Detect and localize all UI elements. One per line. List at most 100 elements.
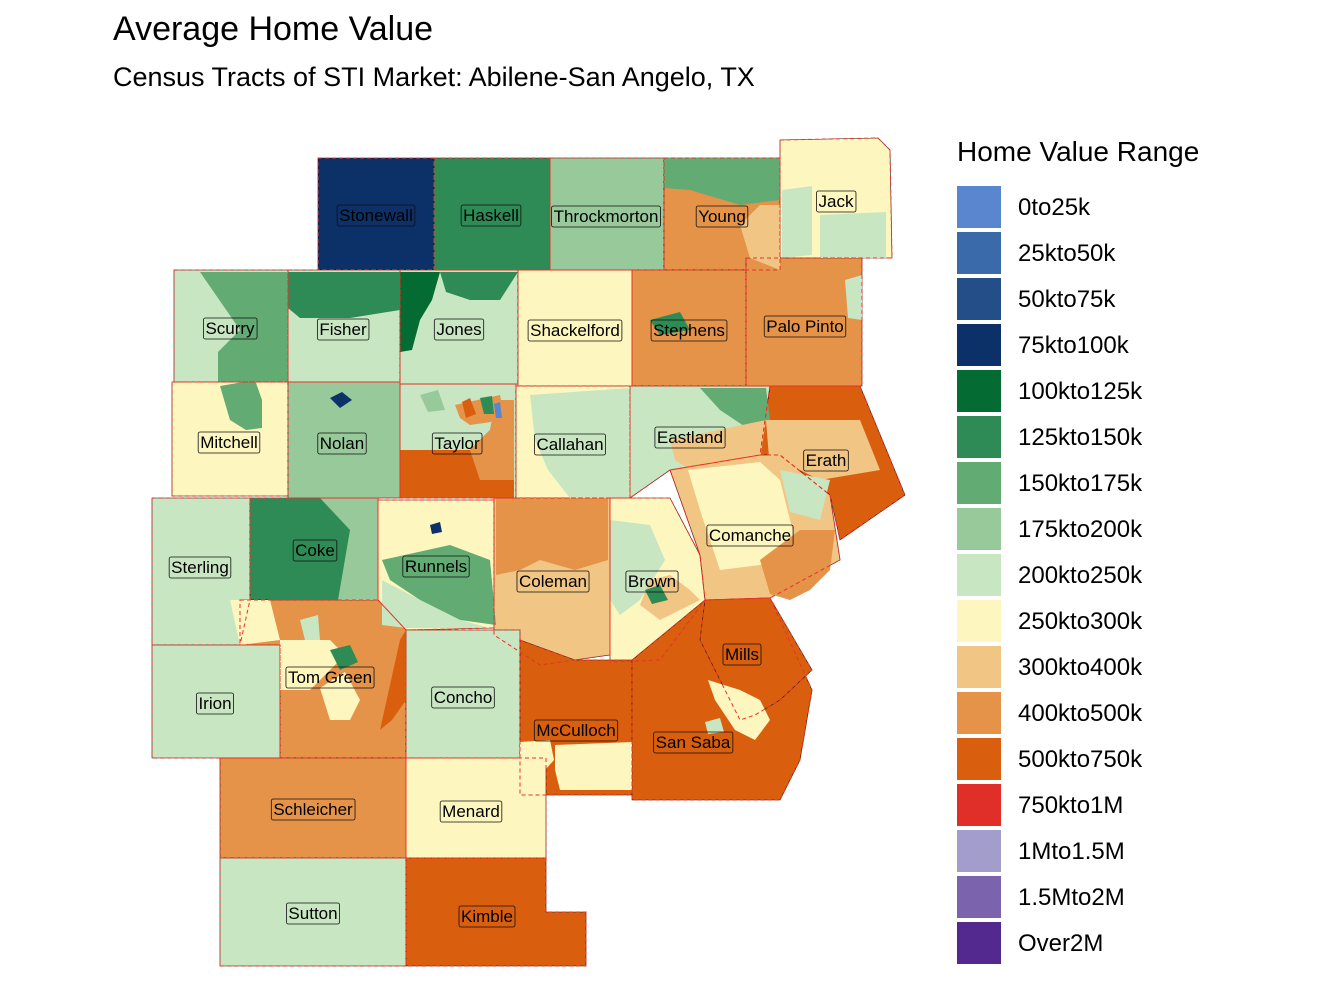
county-label: Taylor bbox=[431, 432, 483, 455]
legend-item: 1.5Mto2M bbox=[957, 876, 1217, 920]
county-label-text: Runnels bbox=[405, 557, 467, 576]
county-label: Eastland bbox=[654, 426, 726, 449]
legend-swatch bbox=[957, 508, 1001, 550]
county-label-box bbox=[336, 204, 416, 227]
tract-patch bbox=[330, 645, 358, 670]
county-label: Jones bbox=[433, 318, 485, 341]
legend-label: 250kto300k bbox=[1018, 608, 1143, 635]
county-label: Sutton bbox=[286, 902, 340, 925]
county-label: Irion bbox=[196, 692, 234, 715]
county-label-text: Irion bbox=[198, 694, 231, 713]
county-label-box bbox=[196, 692, 234, 715]
legend-item: 200kto250k bbox=[957, 554, 1217, 598]
tract-patch bbox=[382, 580, 490, 628]
legend-title: Home Value Range bbox=[957, 136, 1200, 167]
county-border bbox=[249, 497, 379, 601]
county-label-box bbox=[270, 798, 356, 821]
legend-item: 500kto750k bbox=[957, 738, 1217, 782]
tract-patch bbox=[380, 630, 406, 730]
tract-patch bbox=[640, 575, 700, 620]
county-label-box bbox=[706, 524, 794, 547]
legend-label: 25kto50k bbox=[1018, 240, 1116, 267]
county-label-text: Schleicher bbox=[273, 800, 353, 819]
county-label-box bbox=[653, 731, 734, 754]
tract-patch bbox=[705, 718, 724, 734]
legend-swatch bbox=[957, 646, 1001, 688]
county-label-box bbox=[286, 902, 340, 925]
county-label: Kimble bbox=[458, 905, 516, 928]
legend-label: 200kto250k bbox=[1018, 562, 1143, 589]
legend-swatch bbox=[957, 600, 1001, 642]
legend-item: 300kto400k bbox=[957, 646, 1217, 690]
county-label-text: Taylor bbox=[434, 434, 480, 453]
legend-label: Over2M bbox=[1018, 930, 1104, 957]
county-label-text: Erath bbox=[806, 451, 847, 470]
county-label-box bbox=[197, 431, 261, 454]
legend-item: 750kto1M bbox=[957, 784, 1217, 828]
legend-label: 1Mto1.5M bbox=[1018, 838, 1125, 865]
county-label-text: Mills bbox=[725, 645, 759, 664]
legend-swatch bbox=[957, 784, 1001, 826]
county-label-text: San Saba bbox=[656, 733, 731, 752]
county-label: Throckmorton bbox=[551, 205, 661, 228]
legend-swatch bbox=[957, 738, 1001, 780]
tract-patch bbox=[220, 380, 262, 430]
county-label-box bbox=[763, 315, 847, 338]
county-label: Haskell bbox=[460, 204, 522, 227]
county-label-text: Jack bbox=[819, 192, 854, 211]
county-border bbox=[779, 137, 893, 259]
legend-label: 300kto400k bbox=[1018, 654, 1143, 681]
tract-patch bbox=[782, 186, 812, 258]
county-label-text: Coleman bbox=[519, 572, 587, 591]
county-label-text: Callahan bbox=[536, 435, 603, 454]
legend-label: 75kto100k bbox=[1018, 332, 1129, 359]
county-label: Palo Pinto bbox=[763, 315, 847, 338]
county-label-text: Eastland bbox=[657, 428, 723, 447]
county-label: Tom Green bbox=[285, 666, 375, 689]
county-label-box bbox=[695, 205, 749, 228]
tract-patch bbox=[320, 498, 378, 600]
legend-label: 50kto75k bbox=[1018, 286, 1116, 313]
tract-patch bbox=[664, 158, 780, 205]
county-label-text: Brown bbox=[628, 572, 676, 591]
county-label-text: Kimble bbox=[461, 907, 513, 926]
county-border bbox=[669, 454, 841, 601]
county-label-text: Fisher bbox=[319, 320, 367, 339]
legend-swatch bbox=[957, 232, 1001, 274]
legend-item: 50kto75k bbox=[957, 278, 1217, 322]
county-label-box bbox=[203, 317, 258, 340]
legend-swatch bbox=[957, 370, 1001, 412]
county-label-box bbox=[431, 686, 495, 709]
tract-patch bbox=[760, 530, 835, 600]
tract-patch bbox=[700, 388, 770, 430]
tract-patch bbox=[688, 462, 800, 570]
legend-swatch bbox=[957, 462, 1001, 504]
legend-item: 175kto200k bbox=[957, 508, 1217, 552]
county-label-text: Nolan bbox=[320, 434, 364, 453]
county-label: McCulloch bbox=[533, 719, 619, 742]
county-label: Stephens bbox=[650, 319, 728, 342]
legend-label: 175kto200k bbox=[1018, 516, 1143, 543]
county-label-box bbox=[292, 539, 338, 562]
county-label: Young bbox=[695, 205, 749, 228]
legend-item: Over2M bbox=[957, 922, 1217, 966]
legend-item: 100kto125k bbox=[957, 370, 1217, 414]
tract-patch bbox=[200, 272, 288, 382]
tract-patch bbox=[480, 396, 494, 414]
county-label-text: Haskell bbox=[463, 206, 519, 225]
county-label: Schleicher bbox=[270, 798, 356, 821]
county-label-box bbox=[317, 432, 367, 455]
county-label-text: Throckmorton bbox=[554, 207, 659, 226]
county-label: Sterling bbox=[168, 556, 232, 579]
tract-patch bbox=[555, 742, 632, 790]
county-label-text: Comanche bbox=[709, 526, 791, 545]
county-border bbox=[219, 857, 407, 967]
legend-swatch bbox=[957, 324, 1001, 366]
county-label-box bbox=[460, 204, 522, 227]
tract-patch bbox=[740, 205, 780, 270]
tract-patch bbox=[320, 672, 360, 720]
county-label: Comanche bbox=[706, 524, 794, 547]
tract-patch bbox=[420, 390, 445, 412]
county-label-text: Shackelford bbox=[530, 321, 620, 340]
tract-patch bbox=[280, 640, 345, 690]
